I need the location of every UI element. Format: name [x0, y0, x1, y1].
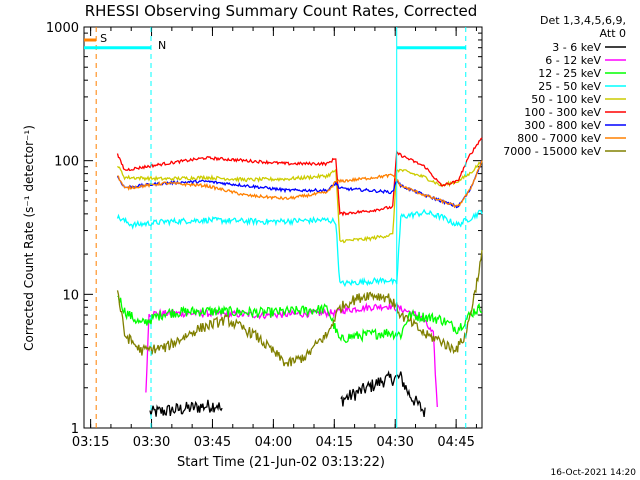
y-tick-label: 1000 — [46, 21, 79, 36]
legend-header-line-1: Det 1,3,4,5,6,9, — [540, 14, 626, 27]
legend-entry-label: 800 - 7000 keV — [517, 132, 601, 145]
chart-title: RHESSI Observing Summary Count Rates, Co… — [85, 2, 478, 20]
x-tick-label: 03:15 — [72, 435, 109, 450]
legend-entry-label: 25 - 50 keV — [538, 80, 601, 93]
footer-date: 16-Oct-2021 14:20 — [551, 468, 637, 478]
series-line — [117, 295, 483, 344]
legend-entry-label: 3 - 6 keV — [552, 41, 601, 54]
legend-entry-label: 100 - 300 keV — [524, 106, 601, 119]
series-line — [149, 370, 426, 418]
series-line — [116, 208, 483, 288]
y-tick-label: 1 — [71, 422, 79, 437]
legend-entry-label: 50 - 100 keV — [531, 93, 601, 106]
legend-entry-label: 7000 - 15000 keV — [503, 145, 601, 158]
series-group — [116, 137, 483, 418]
x-tick-label: 04:30 — [376, 435, 413, 450]
plot-frame — [83, 26, 483, 429]
legend-entry-label: 300 - 800 keV — [524, 119, 601, 132]
y-axis-label: Corrected Count Rate (s⁻¹ detector⁻¹) — [22, 125, 36, 351]
x-tick-label: 03:30 — [133, 435, 170, 450]
series-line — [117, 160, 483, 209]
series-line — [117, 161, 483, 244]
plot-area: 1 10 100 1000 03:15 03:30 03:45 04:00 04:15 04:30… — [46, 21, 483, 450]
y-tick-label: 10 — [62, 288, 79, 303]
x-axis-label: Start Time (21-Jun-02 03:13:22) — [177, 455, 385, 470]
series-line — [116, 249, 483, 367]
series-line — [116, 137, 483, 217]
x-tick-label: 03:45 — [194, 435, 231, 450]
x-tick-label: 04:15 — [316, 435, 353, 450]
x-tick-label: 04:45 — [437, 435, 474, 450]
flags-group: SN — [84, 27, 467, 428]
flag-s-label: S — [100, 32, 107, 45]
x-tick-label: 04:00 — [255, 435, 292, 450]
y-tick-label: 100 — [54, 155, 79, 170]
legend-entry-label: 12 - 25 keV — [538, 67, 601, 80]
flag-n-label: N — [158, 39, 166, 52]
legend-entry-label: 6 - 12 keV — [545, 54, 601, 67]
legend-header-line-2: Att 0 — [600, 27, 626, 40]
